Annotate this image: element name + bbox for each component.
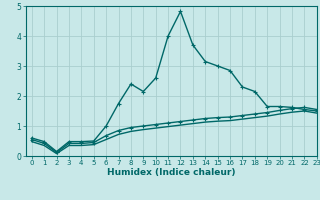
X-axis label: Humidex (Indice chaleur): Humidex (Indice chaleur) [107, 168, 236, 177]
